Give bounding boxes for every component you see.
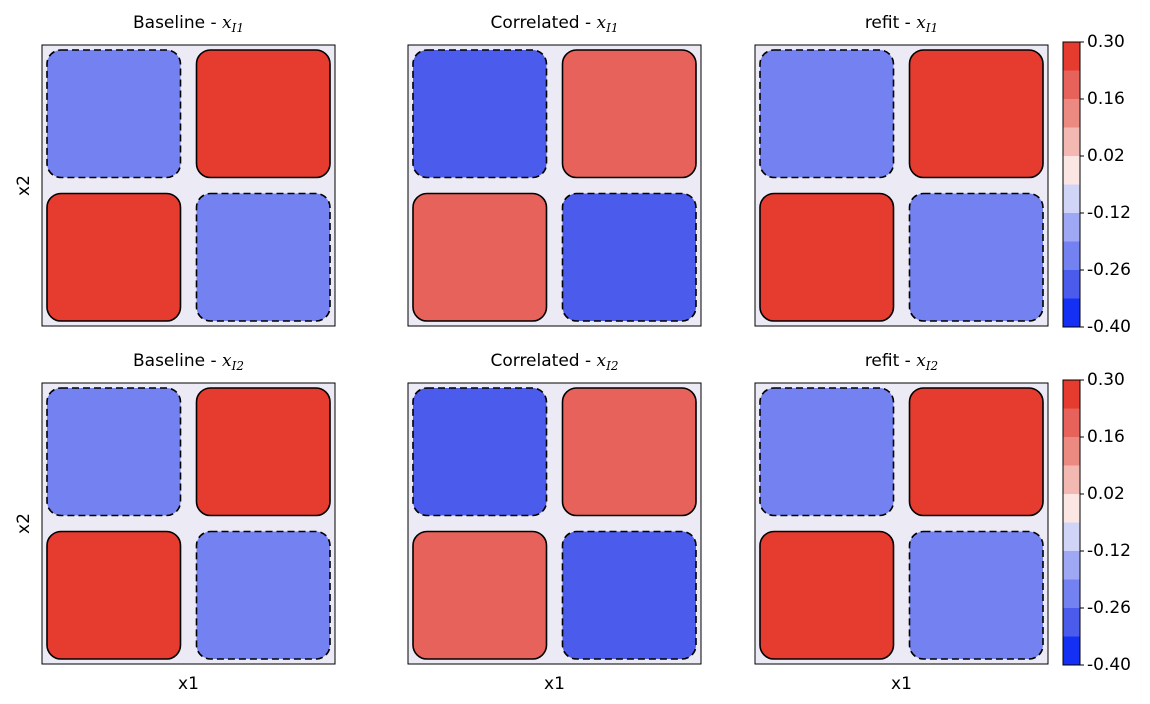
plot-frame bbox=[754, 382, 1049, 665]
colorbar-frame bbox=[1062, 41, 1081, 328]
contour-region bbox=[759, 49, 895, 179]
plot-title: Baseline - xI2 bbox=[133, 351, 244, 373]
contour-region bbox=[908, 49, 1044, 179]
colorbar-band bbox=[1063, 298, 1080, 327]
contour-region bbox=[759, 530, 895, 660]
colorbar-band bbox=[1063, 156, 1080, 185]
contour-region bbox=[46, 49, 182, 179]
colorbar-frame bbox=[1062, 379, 1081, 666]
contour-region bbox=[561, 387, 697, 517]
contour-region bbox=[908, 192, 1044, 322]
plot-title: refit - xI1 bbox=[865, 13, 938, 35]
title-variable: x bbox=[916, 351, 926, 371]
plot-title: Correlated - xI1 bbox=[490, 13, 618, 35]
plot-frame bbox=[41, 44, 336, 327]
y-axis-label: x2 bbox=[14, 175, 34, 196]
title-text: refit - bbox=[865, 351, 916, 371]
x-axis-label: x1 bbox=[891, 674, 912, 694]
contour-region bbox=[46, 192, 182, 322]
contour-region bbox=[908, 387, 1044, 517]
colorbar-tick-label: -0.26 bbox=[1087, 260, 1131, 280]
contour-region bbox=[195, 530, 331, 660]
plot-title: Baseline - xI1 bbox=[133, 13, 244, 35]
colorbar-tick-label: 0.16 bbox=[1087, 89, 1125, 109]
colorbar-tick-label: -0.26 bbox=[1087, 598, 1131, 618]
title-variable: x bbox=[222, 13, 232, 33]
colorbar-band bbox=[1063, 636, 1080, 665]
colorbar-band bbox=[1063, 579, 1080, 608]
contour-region bbox=[561, 49, 697, 179]
contour-region bbox=[412, 49, 548, 179]
x-axis-label: x1 bbox=[178, 674, 199, 694]
title-text: Baseline - bbox=[133, 351, 222, 371]
title-text: Correlated - bbox=[490, 351, 596, 371]
colorbar-tick-label: -0.12 bbox=[1087, 541, 1131, 561]
colorbar-band bbox=[1063, 522, 1080, 551]
title-text: refit - bbox=[865, 13, 916, 33]
colorbar-band bbox=[1063, 213, 1080, 242]
contour-region bbox=[908, 530, 1044, 660]
colorbar-band bbox=[1063, 465, 1080, 494]
plot-title: refit - xI2 bbox=[865, 351, 938, 373]
colorbar-band bbox=[1063, 42, 1080, 71]
title-text: Baseline - bbox=[133, 13, 222, 33]
contour-region bbox=[195, 192, 331, 322]
contour-region bbox=[759, 387, 895, 517]
colorbar-tick-label: 0.16 bbox=[1087, 427, 1125, 447]
colorbar-tick-label: -0.40 bbox=[1087, 317, 1131, 337]
colorbar-tick-label: 0.30 bbox=[1087, 32, 1125, 52]
title-subscript: I1 bbox=[231, 21, 244, 35]
colorbar-band bbox=[1063, 437, 1080, 466]
title-subscript: I2 bbox=[605, 359, 618, 373]
colorbar-tick-label: 0.30 bbox=[1087, 370, 1125, 390]
title-subscript: I1 bbox=[925, 21, 938, 35]
title-subscript: I2 bbox=[925, 359, 938, 373]
colorbar-band bbox=[1063, 127, 1080, 156]
plot-frame bbox=[41, 382, 336, 665]
y-axis-label: x2 bbox=[14, 513, 34, 534]
colorbar-band bbox=[1063, 551, 1080, 580]
colorbar-band bbox=[1063, 184, 1080, 213]
title-subscript: I2 bbox=[231, 359, 244, 373]
title-variable: x bbox=[222, 351, 232, 371]
contour-region bbox=[195, 387, 331, 517]
title-text: Correlated - bbox=[490, 13, 596, 33]
colorbar-band bbox=[1063, 408, 1080, 437]
colorbar-tick-label: 0.02 bbox=[1087, 484, 1125, 504]
plot-frame bbox=[407, 44, 702, 327]
colorbar-band bbox=[1063, 380, 1080, 409]
colorbar-band bbox=[1063, 494, 1080, 523]
colorbar-band bbox=[1063, 99, 1080, 128]
contour-region bbox=[195, 49, 331, 179]
contour-region bbox=[412, 530, 548, 660]
contour-region bbox=[46, 387, 182, 517]
plot-frame bbox=[407, 382, 702, 665]
colorbar-band bbox=[1063, 241, 1080, 270]
contour-region bbox=[412, 387, 548, 517]
x-axis-label: x1 bbox=[544, 674, 565, 694]
contour-region bbox=[561, 530, 697, 660]
title-variable: x bbox=[597, 13, 607, 33]
colorbar-tick-label: -0.12 bbox=[1087, 203, 1131, 223]
plot-title: Correlated - xI2 bbox=[490, 351, 618, 373]
contour-region bbox=[561, 192, 697, 322]
colorbar-tick-label: 0.02 bbox=[1087, 146, 1125, 166]
colorbar-band bbox=[1063, 70, 1080, 99]
contour-region bbox=[759, 192, 895, 322]
title-variable: x bbox=[597, 351, 607, 371]
title-variable: x bbox=[916, 13, 926, 33]
contour-region bbox=[412, 192, 548, 322]
colorbar-band bbox=[1063, 270, 1080, 299]
colorbar-tick-label: -0.40 bbox=[1087, 655, 1131, 675]
title-subscript: I1 bbox=[605, 21, 618, 35]
plot-frame bbox=[754, 44, 1049, 327]
colorbar-band bbox=[1063, 608, 1080, 637]
contour-region bbox=[46, 530, 182, 660]
